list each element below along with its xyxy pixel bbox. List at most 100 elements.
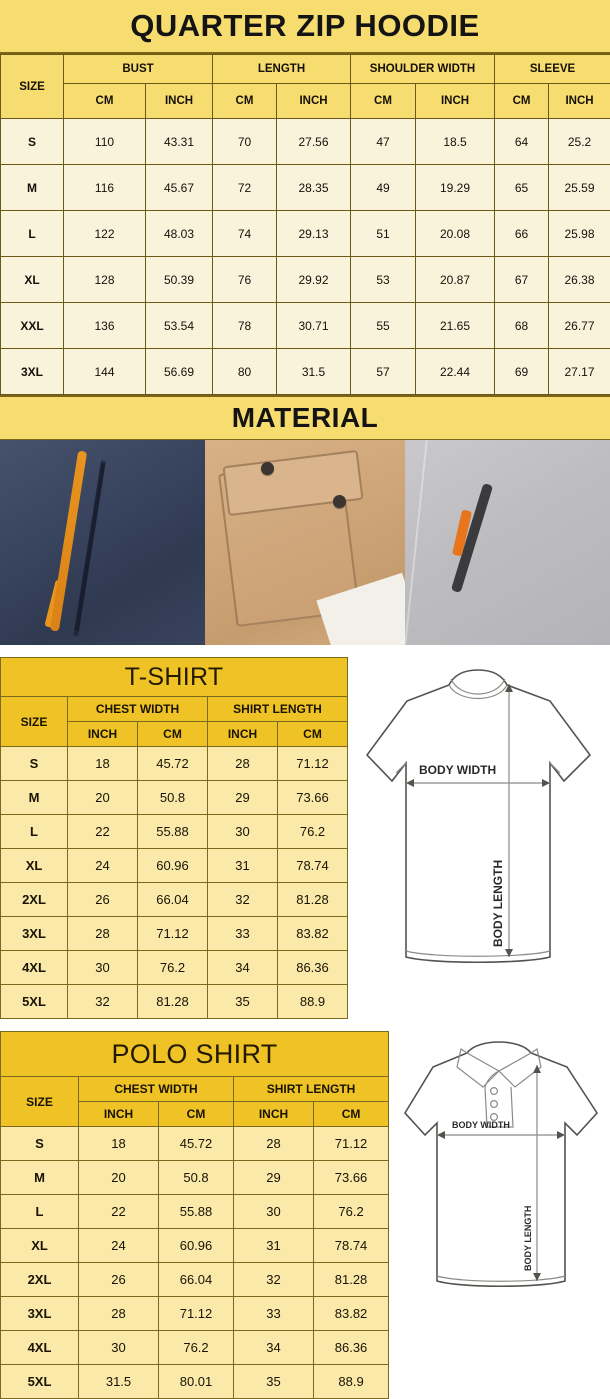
hoodie-cell-shoulder-cm: 47: [351, 119, 416, 165]
polo-group-chest-width: CHEST WIDTH: [79, 1077, 234, 1102]
pocket-slit: [75, 463, 106, 632]
tshirt-cell-length-cm: 73.66: [278, 781, 348, 815]
hoodie-cell-bust-inch: 56.69: [146, 349, 213, 395]
polo-cell-chest-cm: 50.8: [159, 1161, 234, 1195]
tshirt-cell-size: S: [1, 747, 68, 781]
polo-cell-length-cm: 71.12: [314, 1127, 389, 1161]
tshirt-cell-length-cm: 71.12: [278, 747, 348, 781]
tshirt-cell-length-inch: 35: [208, 985, 278, 1019]
tshirt-cell-length-inch: 31: [208, 849, 278, 883]
hoodie-cell-shoulder-cm: 55: [351, 303, 416, 349]
hoodie-group-length: LENGTH: [213, 55, 351, 84]
tshirt-header-groups: SIZE CHEST WIDTH SHIRT LENGTH: [1, 697, 348, 722]
snap-button-icon: [261, 462, 274, 475]
hoodie-unit-bust-cm: CM: [64, 84, 146, 119]
hoodie-cell-sleeve-cm: 68: [495, 303, 549, 349]
hoodie-unit-length-cm: CM: [213, 84, 277, 119]
hoodie-cell-size: S: [1, 119, 64, 165]
tshirt-cell-chest-inch: 32: [68, 985, 138, 1019]
polo-cell-chest-inch: 30: [79, 1331, 159, 1365]
polo-cell-length-cm: 88.9: [314, 1365, 389, 1399]
hoodie-unit-shoulder-inch: INCH: [416, 84, 495, 119]
tshirt-cell-chest-cm: 60.96: [138, 849, 208, 883]
hoodie-unit-bust-inch: INCH: [146, 84, 213, 119]
hoodie-cell-sleeve-cm: 64: [495, 119, 549, 165]
hoodie-cell-length-inch: 29.92: [277, 257, 351, 303]
hoodie-cell-shoulder-cm: 57: [351, 349, 416, 395]
polo-cell-chest-cm: 80.01: [159, 1365, 234, 1399]
polo-cell-length-cm: 73.66: [314, 1161, 389, 1195]
hoodie-cell-length-cm: 80: [213, 349, 277, 395]
polo-cell-chest-inch: 18: [79, 1127, 159, 1161]
tshirt-cell-size: XL: [1, 849, 68, 883]
polo-size-table: POLO SHIRT SIZE CHEST WIDTH SHIRT LENGTH…: [0, 1031, 389, 1399]
polo-drawing-icon: BODY WIDTH BODY LENGTH: [395, 1031, 605, 1306]
hoodie-cell-length-cm: 70: [213, 119, 277, 165]
hoodie-cell-sleeve-inch: 25.2: [549, 119, 610, 165]
polo-diagram: BODY WIDTH BODY LENGTH: [389, 1031, 610, 1306]
polo-section: POLO SHIRT SIZE CHEST WIDTH SHIRT LENGTH…: [0, 1031, 610, 1399]
tshirt-cell-chest-cm: 81.28: [138, 985, 208, 1019]
hoodie-cell-size: 3XL: [1, 349, 64, 395]
tshirt-cell-length-inch: 33: [208, 917, 278, 951]
hoodie-cell-shoulder-inch: 19.29: [416, 165, 495, 211]
polo-cell-length-cm: 76.2: [314, 1195, 389, 1229]
tshirt-cell-size: M: [1, 781, 68, 815]
hoodie-header-groups: SIZE BUST LENGTH SHOULDER WIDTH SLEEVE: [1, 55, 610, 84]
tshirt-cell-length-cm: 86.36: [278, 951, 348, 985]
tshirt-cell-length-cm: 88.9: [278, 985, 348, 1019]
polo-cell-size: L: [1, 1195, 79, 1229]
grey-zipper-pocket-photo: [405, 440, 610, 645]
hoodie-cell-sleeve-cm: 65: [495, 165, 549, 211]
hoodie-cell-length-cm: 76: [213, 257, 277, 303]
material-photo-strip: [0, 440, 610, 645]
hoodie-cell-bust-inch: 53.54: [146, 303, 213, 349]
fabric-ridge: [405, 440, 428, 644]
tshirt-cell-size: 5XL: [1, 985, 68, 1019]
polo-unit-chest-cm: CM: [159, 1102, 234, 1127]
polo-cell-size: 2XL: [1, 1263, 79, 1297]
polo-cell-length-cm: 86.36: [314, 1331, 389, 1365]
polo-cell-length-inch: 28: [234, 1127, 314, 1161]
tshirt-cell-size: 4XL: [1, 951, 68, 985]
hoodie-cell-bust-cm: 136: [64, 303, 146, 349]
polo-cell-length-inch: 33: [234, 1297, 314, 1331]
hoodie-group-shoulder-width: SHOULDER WIDTH: [351, 55, 495, 84]
hoodie-group-sleeve: SLEEVE: [495, 55, 610, 84]
tshirt-cell-length-cm: 83.82: [278, 917, 348, 951]
hoodie-cell-shoulder-cm: 49: [351, 165, 416, 211]
tshirt-cell-chest-inch: 26: [68, 883, 138, 917]
hoodie-cell-length-cm: 78: [213, 303, 277, 349]
polo-cell-chest-inch: 24: [79, 1229, 159, 1263]
polo-unit-chest-inch: INCH: [79, 1102, 159, 1127]
tshirt-drawing-icon: BODY WIDTH BODY LENGTH: [354, 657, 604, 997]
polo-cell-chest-cm: 71.12: [159, 1297, 234, 1331]
tshirt-group-shirt-length: SHIRT LENGTH: [208, 697, 348, 722]
hoodie-cell-size: L: [1, 211, 64, 257]
polo-cell-chest-inch: 28: [79, 1297, 159, 1331]
hoodie-unit-length-inch: INCH: [277, 84, 351, 119]
hoodie-cell-sleeve-cm: 66: [495, 211, 549, 257]
hoodie-cell-length-inch: 30.71: [277, 303, 351, 349]
tshirt-title: T-SHIRT: [1, 658, 348, 697]
polo-cell-length-inch: 29: [234, 1161, 314, 1195]
tshirt-cell-length-inch: 32: [208, 883, 278, 917]
polo-cell-size: 5XL: [1, 1365, 79, 1399]
hoodie-cell-sleeve-inch: 26.38: [549, 257, 610, 303]
